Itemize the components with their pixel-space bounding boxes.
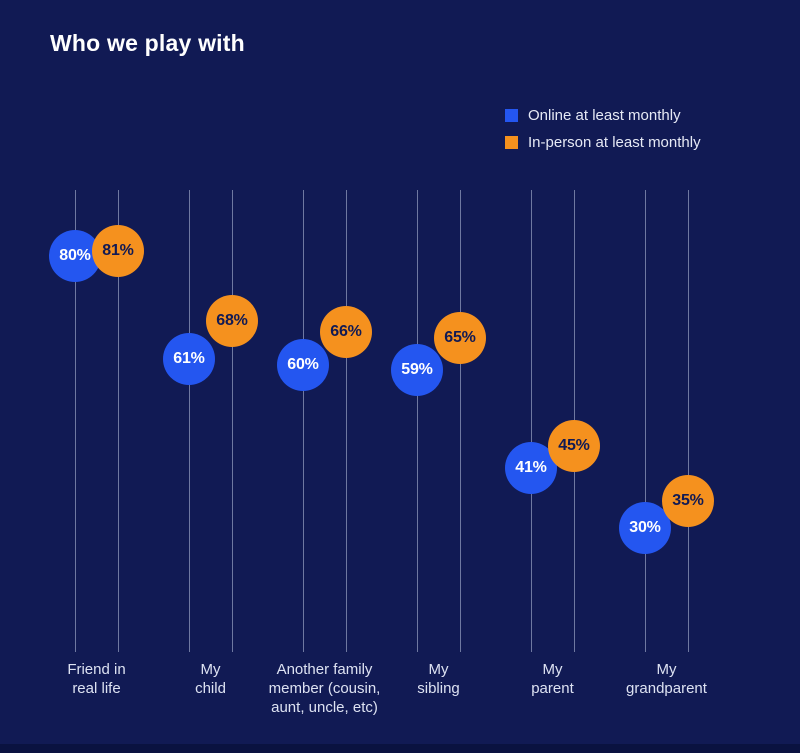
gridline	[459, 190, 461, 652]
gridline	[416, 190, 418, 652]
gridline	[530, 190, 532, 652]
online-swatch-icon	[505, 108, 518, 122]
gridline	[231, 190, 233, 652]
legend-label-inperson: In-person at least monthly	[528, 133, 701, 151]
chart-title: Who we play with	[50, 30, 245, 56]
gridline	[188, 190, 190, 652]
legend: Online at least monthly In-person at lea…	[505, 105, 701, 152]
legend-label-online: Online at least monthly	[528, 106, 681, 124]
category-label: My parent	[531, 661, 574, 697]
gridline	[345, 190, 347, 652]
data-point-online: 59%	[391, 344, 443, 397]
category-label: Friend in real life	[67, 661, 126, 697]
legend-item-online: Online at least monthly	[505, 105, 701, 125]
gridline	[644, 190, 646, 652]
data-point-online: 30%	[619, 502, 671, 554]
inperson-swatch-icon	[505, 135, 518, 149]
category-label: Another family member (cousin, aunt, unc…	[268, 661, 381, 716]
data-point-inperson: 65%	[434, 311, 486, 364]
legend-item-inperson: In-person at least monthly	[505, 132, 701, 152]
data-point-online: 60%	[277, 338, 329, 391]
data-point-inperson: 81%	[92, 224, 144, 277]
data-point-inperson: 45%	[548, 420, 600, 473]
data-point-inperson: 68%	[206, 295, 258, 348]
gridline	[302, 190, 304, 652]
data-point-online: 61%	[163, 333, 215, 386]
data-point-inperson: 35%	[662, 474, 714, 527]
category-label: My child	[195, 661, 226, 697]
gridline	[74, 190, 76, 652]
data-point-inperson: 66%	[320, 306, 372, 359]
gridline	[117, 190, 119, 652]
category-label: My sibling	[417, 661, 460, 697]
gridline	[687, 190, 689, 652]
bottom-edge	[0, 744, 800, 753]
category-label: My grandparent	[626, 661, 707, 697]
